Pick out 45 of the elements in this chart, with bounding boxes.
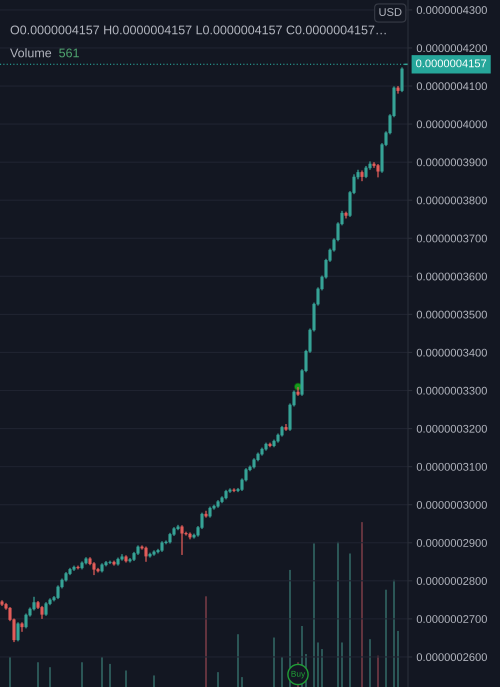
candlestick [160, 540, 164, 553]
candlestick [360, 170, 364, 182]
annotation: O0.0000004157 H0.0000004157 L0.0000004157 C0.0000004157… [10, 26, 386, 34]
candlestick [32, 596, 36, 612]
ref-line-label: 0.0000004157 [416, 59, 486, 68]
candlestick [100, 562, 104, 574]
candlestick [252, 458, 256, 470]
y-tick-label: 0.0000004100 [416, 82, 487, 90]
y-tick-label: 0.0000003000 [416, 500, 487, 509]
candlestick [376, 163, 380, 178]
y-tick-label: 0.0000004000 [416, 120, 487, 128]
candlestick [20, 622, 24, 632]
y-tick-label: 0.0000003900 [416, 158, 487, 166]
candlestick [224, 489, 228, 500]
candlestick [168, 532, 172, 544]
candlestick [208, 506, 212, 518]
y-tick-label: 0.0000004200 [416, 44, 487, 52]
candlestick [24, 612, 28, 630]
candlestick [16, 622, 20, 642]
y-tick-label: 0.0000002600 [416, 653, 487, 662]
y-tick-label: 0.0000002900 [416, 539, 487, 547]
candlestick [144, 546, 148, 562]
candlestick [180, 524, 184, 556]
y-tick-label: 0.0000003100 [416, 462, 487, 471]
candlestick [400, 66, 404, 93]
y-tick-label: 0.0000003200 [416, 424, 487, 433]
candlestick [136, 544, 140, 556]
y-tick-label: 0.0000004300 [416, 6, 487, 14]
annotation: USD [379, 8, 402, 16]
candlestick [92, 562, 96, 576]
y-tick-label: 0.0000003700 [416, 234, 487, 242]
y-tick-label: 0.0000002800 [416, 577, 487, 585]
y-tick-label: 0.0000003400 [416, 348, 487, 357]
y-tick-label: 0.0000003500 [416, 310, 487, 319]
chart-title: Volume [10, 48, 52, 58]
y-tick-label: 0.0000003600 [416, 272, 487, 280]
candlestick [364, 165, 368, 179]
annotation: 561 [59, 48, 79, 58]
candlestick [280, 425, 284, 438]
y-tick-label: 0.0000003300 [416, 386, 487, 395]
candlestick [40, 605, 44, 620]
y-tick-label: 0.0000002700 [416, 615, 487, 624]
annotation: Buy [292, 670, 306, 678]
y-tick-label: 0.0000003800 [416, 196, 487, 204]
candlestick [44, 602, 48, 616]
